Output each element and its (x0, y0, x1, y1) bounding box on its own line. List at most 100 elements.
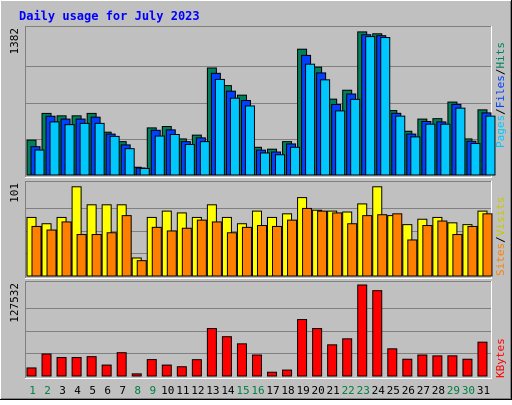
bar-kbytes-day-7 (116, 352, 127, 377)
bar-sites-day-12 (196, 219, 207, 277)
bar-sites-day-14 (226, 232, 237, 277)
bar-sites-day-21 (332, 212, 343, 277)
bar-sites-day-7 (121, 215, 132, 277)
bar-kbytes-day-2 (41, 353, 52, 377)
bar-kbytes-day-15 (236, 343, 247, 377)
bar-kbytes-day-12 (191, 359, 202, 377)
bar-sites-day-15 (241, 226, 252, 277)
x-tick-label-23: 23 (357, 384, 370, 397)
bar-sites-day-10 (166, 230, 177, 277)
bar-pages-day-3 (64, 124, 75, 176)
x-tick-label-20: 20 (312, 384, 325, 397)
legend-kbytes-group: KBytes (494, 338, 507, 378)
bar-kbytes-day-6 (101, 364, 112, 377)
series-kbytes (26, 284, 488, 377)
bar-pages-day-27 (425, 123, 436, 176)
legend-files: Files (494, 75, 507, 108)
bar-kbytes-day-14 (221, 336, 232, 377)
bar-kbytes-day-11 (176, 366, 187, 377)
x-tick-label-25: 25 (387, 384, 400, 397)
x-tick-label-17: 17 (266, 384, 279, 397)
x-tick-label-30: 30 (462, 384, 475, 397)
bar-kbytes-day-20 (312, 328, 323, 377)
bar-kbytes-day-3 (56, 357, 67, 377)
x-tick-label-10: 10 (161, 384, 174, 397)
bar-pages-day-21 (335, 110, 346, 176)
bar-pages-day-12 (199, 141, 210, 176)
bar-kbytes-day-22 (342, 338, 353, 377)
bar-kbytes-day-31 (477, 341, 488, 377)
bar-pages-day-6 (109, 135, 120, 176)
bar-sites-day-9 (151, 226, 162, 277)
bar-pages-day-20 (320, 79, 331, 176)
bar-pages-day-11 (184, 143, 195, 176)
bar-sites-day-18 (287, 219, 298, 277)
bar-sites-day-11 (181, 227, 192, 277)
bar-pages-day-22 (350, 98, 361, 176)
bar-kbytes-day-9 (146, 359, 157, 377)
panel-hits_files_pages: 1382 (8, 26, 496, 178)
bar-kbytes-day-19 (297, 319, 308, 377)
bar-sites-day-5 (91, 234, 102, 277)
x-tick-label-1: 1 (29, 384, 36, 397)
bar-sites-day-13 (211, 221, 222, 277)
x-tick-label-29: 29 (447, 384, 460, 397)
x-axis-labels: 1 2 3 4 5 6 7 8 9 10 11 12 13 14 15 16 17 18 19 20 21 22 23 24 2… (29, 384, 490, 397)
legend-sites-visits: Sites/Visits (494, 197, 507, 277)
x-tick-label-7: 7 (119, 384, 126, 397)
bar-sites-day-23 (362, 215, 373, 277)
bar-kbytes-day-16 (251, 354, 262, 377)
x-tick-label-19: 19 (296, 384, 309, 397)
x-tick-label-11: 11 (176, 384, 189, 397)
x-tick-label-28: 28 (432, 384, 445, 397)
bar-pages-day-8 (139, 167, 150, 176)
legend-kbytes: KBytes (494, 338, 507, 378)
legend-pages: Pages (494, 115, 507, 148)
bar-pages-day-9 (154, 135, 165, 176)
chart-panels: 1382 101 127532 (8, 26, 496, 379)
bar-kbytes-day-18 (282, 369, 293, 377)
bar-kbytes-day-28 (432, 355, 443, 377)
y-max-label: 101 (8, 183, 21, 203)
x-tick-label-26: 26 (402, 384, 415, 397)
bar-sites-day-6 (106, 232, 117, 277)
bar-sites-day-2 (46, 229, 57, 277)
bar-sites-day-1 (31, 225, 42, 277)
x-tick-label-6: 6 (104, 384, 111, 397)
bar-kbytes-day-27 (417, 354, 428, 377)
bar-sites-day-4 (76, 234, 87, 277)
x-tick-label-16: 16 (251, 384, 264, 397)
x-tick-label-3: 3 (59, 384, 66, 397)
x-tick-label-12: 12 (191, 384, 204, 397)
bar-pages-day-15 (244, 105, 255, 176)
bar-pages-day-19 (305, 63, 316, 176)
bar-kbytes-day-10 (161, 364, 172, 377)
legend-hits-files-pages: Pages/Files/Hits (494, 42, 507, 148)
bar-kbytes-day-13 (206, 328, 217, 377)
x-tick-label-14: 14 (221, 384, 235, 397)
bar-pages-day-5 (94, 122, 105, 176)
x-tick-label-18: 18 (281, 384, 294, 397)
bar-sites-day-22 (347, 223, 358, 277)
bar-pages-day-26 (410, 136, 421, 176)
bar-pages-day-7 (124, 148, 135, 176)
bar-kbytes-day-1 (26, 367, 37, 377)
bar-kbytes-day-30 (462, 358, 473, 377)
bar-pages-day-25 (395, 115, 406, 176)
bar-pages-day-24 (380, 37, 391, 176)
chart-title: Daily usage for July 2023 (19, 9, 200, 23)
bar-kbytes-day-21 (327, 344, 338, 377)
panel-kbytes: 127532 (8, 281, 492, 379)
legend-separator: / (494, 108, 507, 115)
bar-pages-day-23 (365, 36, 376, 176)
bar-pages-day-18 (290, 146, 301, 176)
bar-pages-day-2 (49, 121, 60, 176)
legend-separator: / (494, 236, 507, 243)
legend-hits: Hits (494, 42, 507, 69)
x-tick-label-24: 24 (372, 384, 386, 397)
bar-kbytes-day-25 (387, 348, 398, 377)
panel-sites_visits: 101 (8, 181, 493, 279)
x-tick-label-31: 31 (477, 384, 490, 397)
